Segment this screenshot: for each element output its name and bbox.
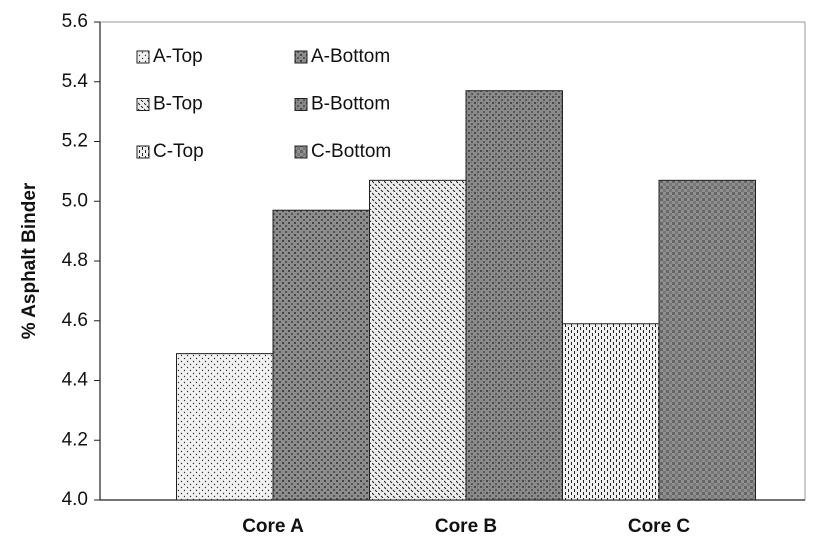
x-tick-label: Core B bbox=[435, 516, 497, 537]
legend-swatch bbox=[294, 50, 308, 64]
legend-swatch bbox=[136, 145, 150, 159]
y-tick-label: 5.2 bbox=[62, 131, 88, 152]
legend-label: B-Bottom bbox=[311, 94, 390, 115]
legend-swatch bbox=[136, 98, 150, 111]
bar bbox=[369, 179, 467, 501]
bar bbox=[465, 90, 563, 501]
legend-swatch bbox=[136, 50, 150, 64]
legend-label: A-Bottom bbox=[311, 46, 390, 67]
legend-swatch bbox=[294, 98, 308, 111]
bar bbox=[562, 323, 660, 501]
legend-label: C-Bottom bbox=[311, 141, 391, 162]
y-tick-label: 4.0 bbox=[62, 489, 88, 510]
legend-label: B-Top bbox=[153, 94, 203, 115]
legend-label: A-Top bbox=[153, 46, 203, 67]
bar bbox=[176, 353, 274, 501]
legend-swatch bbox=[294, 145, 308, 159]
y-tick-label: 5.0 bbox=[62, 190, 88, 211]
y-tick-label: 5.4 bbox=[62, 71, 89, 92]
legend-label: C-Top bbox=[153, 141, 204, 162]
y-axis-label: % Asphalt Binder bbox=[19, 182, 40, 339]
x-tick-label: Core A bbox=[242, 516, 304, 537]
y-tick-label: 4.2 bbox=[62, 429, 88, 450]
y-tick-label: 5.6 bbox=[62, 11, 88, 32]
x-tick-label: Core C bbox=[628, 516, 691, 537]
bar bbox=[658, 179, 756, 501]
bar bbox=[272, 209, 370, 501]
y-tick-label: 4.8 bbox=[62, 250, 88, 271]
y-tick-label: 4.4 bbox=[62, 370, 89, 391]
y-tick-label: 4.6 bbox=[62, 310, 88, 331]
